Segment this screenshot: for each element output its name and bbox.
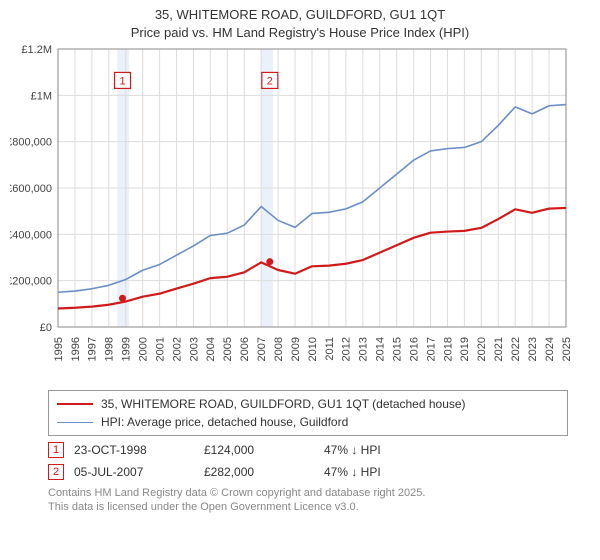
attribution-line2: This data is licensed under the Open Gov… — [48, 500, 590, 514]
svg-text:£0: £0 — [40, 322, 52, 334]
sale-price: £124,000 — [204, 443, 314, 457]
svg-text:2020: 2020 — [476, 337, 488, 361]
sale-badge: 1 — [48, 442, 64, 458]
title-line2: Price paid vs. HM Land Registry's House … — [10, 24, 590, 42]
chart-title: 35, WHITEMORE ROAD, GUILDFORD, GU1 1QT P… — [10, 6, 590, 41]
svg-text:2013: 2013 — [358, 337, 370, 361]
price-chart: £0 £200,000 £400,000 £600,000 £800,000 £1M £1.… — [10, 41, 570, 381]
svg-text:2021: 2021 — [493, 337, 505, 361]
svg-text:2002: 2002 — [171, 337, 183, 361]
svg-text:£200,000: £200,000 — [10, 276, 52, 288]
legend-swatch — [57, 403, 93, 405]
sale-row: 1 23-OCT-1998 £124,000 47% ↓ HPI — [48, 442, 590, 458]
attribution: Contains HM Land Registry data © Crown c… — [48, 486, 590, 515]
attribution-line1: Contains HM Land Registry data © Crown c… — [48, 486, 590, 500]
sale-row: 2 05-JUL-2007 £282,000 47% ↓ HPI — [48, 464, 590, 480]
svg-text:1995: 1995 — [53, 337, 65, 361]
svg-text:£1M: £1M — [31, 90, 52, 102]
sale-vs-hpi: 47% ↓ HPI — [324, 465, 414, 479]
svg-text:£400,000: £400,000 — [10, 229, 52, 241]
svg-text:2010: 2010 — [307, 337, 319, 361]
sale-price: £282,000 — [204, 465, 314, 479]
title-line1: 35, WHITEMORE ROAD, GUILDFORD, GU1 1QT — [10, 6, 590, 24]
sale-date: 23-OCT-1998 — [74, 443, 194, 457]
svg-text:2016: 2016 — [408, 337, 420, 361]
svg-text:1998: 1998 — [104, 337, 116, 361]
svg-text:2015: 2015 — [392, 337, 404, 361]
svg-text:2009: 2009 — [290, 337, 302, 361]
svg-text:£600,000: £600,000 — [10, 183, 52, 195]
svg-text:1999: 1999 — [121, 337, 133, 361]
legend-swatch — [57, 422, 93, 423]
svg-text:2025: 2025 — [561, 337, 570, 361]
sale-date: 05-JUL-2007 — [74, 465, 194, 479]
svg-text:2000: 2000 — [138, 337, 150, 361]
svg-text:2005: 2005 — [222, 337, 234, 361]
legend: 35, WHITEMORE ROAD, GUILDFORD, GU1 1QT (… — [48, 390, 568, 436]
svg-text:2019: 2019 — [459, 337, 471, 361]
svg-text:2018: 2018 — [442, 337, 454, 361]
svg-text:2: 2 — [267, 76, 273, 88]
legend-label: 35, WHITEMORE ROAD, GUILDFORD, GU1 1QT (… — [101, 397, 466, 411]
svg-text:2017: 2017 — [425, 337, 437, 361]
svg-text:2011: 2011 — [324, 337, 336, 361]
svg-text:£800,000: £800,000 — [10, 137, 52, 149]
chart-area: £0 £200,000 £400,000 £600,000 £800,000 £1M £1.… — [10, 41, 590, 384]
svg-text:2007: 2007 — [256, 337, 268, 361]
svg-text:2022: 2022 — [510, 337, 522, 361]
svg-text:2008: 2008 — [273, 337, 285, 361]
sale-vs-hpi: 47% ↓ HPI — [324, 443, 414, 457]
svg-text:2012: 2012 — [341, 337, 353, 361]
svg-text:1: 1 — [119, 76, 125, 88]
svg-text:2001: 2001 — [154, 337, 166, 361]
sale-badge: 2 — [48, 464, 64, 480]
svg-text:1996: 1996 — [70, 337, 82, 361]
svg-text:1997: 1997 — [87, 337, 99, 361]
svg-text:2024: 2024 — [544, 337, 556, 361]
legend-row: 35, WHITEMORE ROAD, GUILDFORD, GU1 1QT (… — [57, 395, 559, 413]
svg-text:2006: 2006 — [239, 337, 251, 361]
legend-label: HPI: Average price, detached house, Guil… — [101, 415, 348, 429]
svg-text:2004: 2004 — [205, 337, 217, 361]
svg-text:2014: 2014 — [375, 337, 387, 361]
svg-text:£1.2M: £1.2M — [21, 44, 52, 56]
svg-text:2003: 2003 — [188, 337, 200, 361]
svg-text:2023: 2023 — [527, 337, 539, 361]
legend-row: HPI: Average price, detached house, Guil… — [57, 413, 559, 431]
